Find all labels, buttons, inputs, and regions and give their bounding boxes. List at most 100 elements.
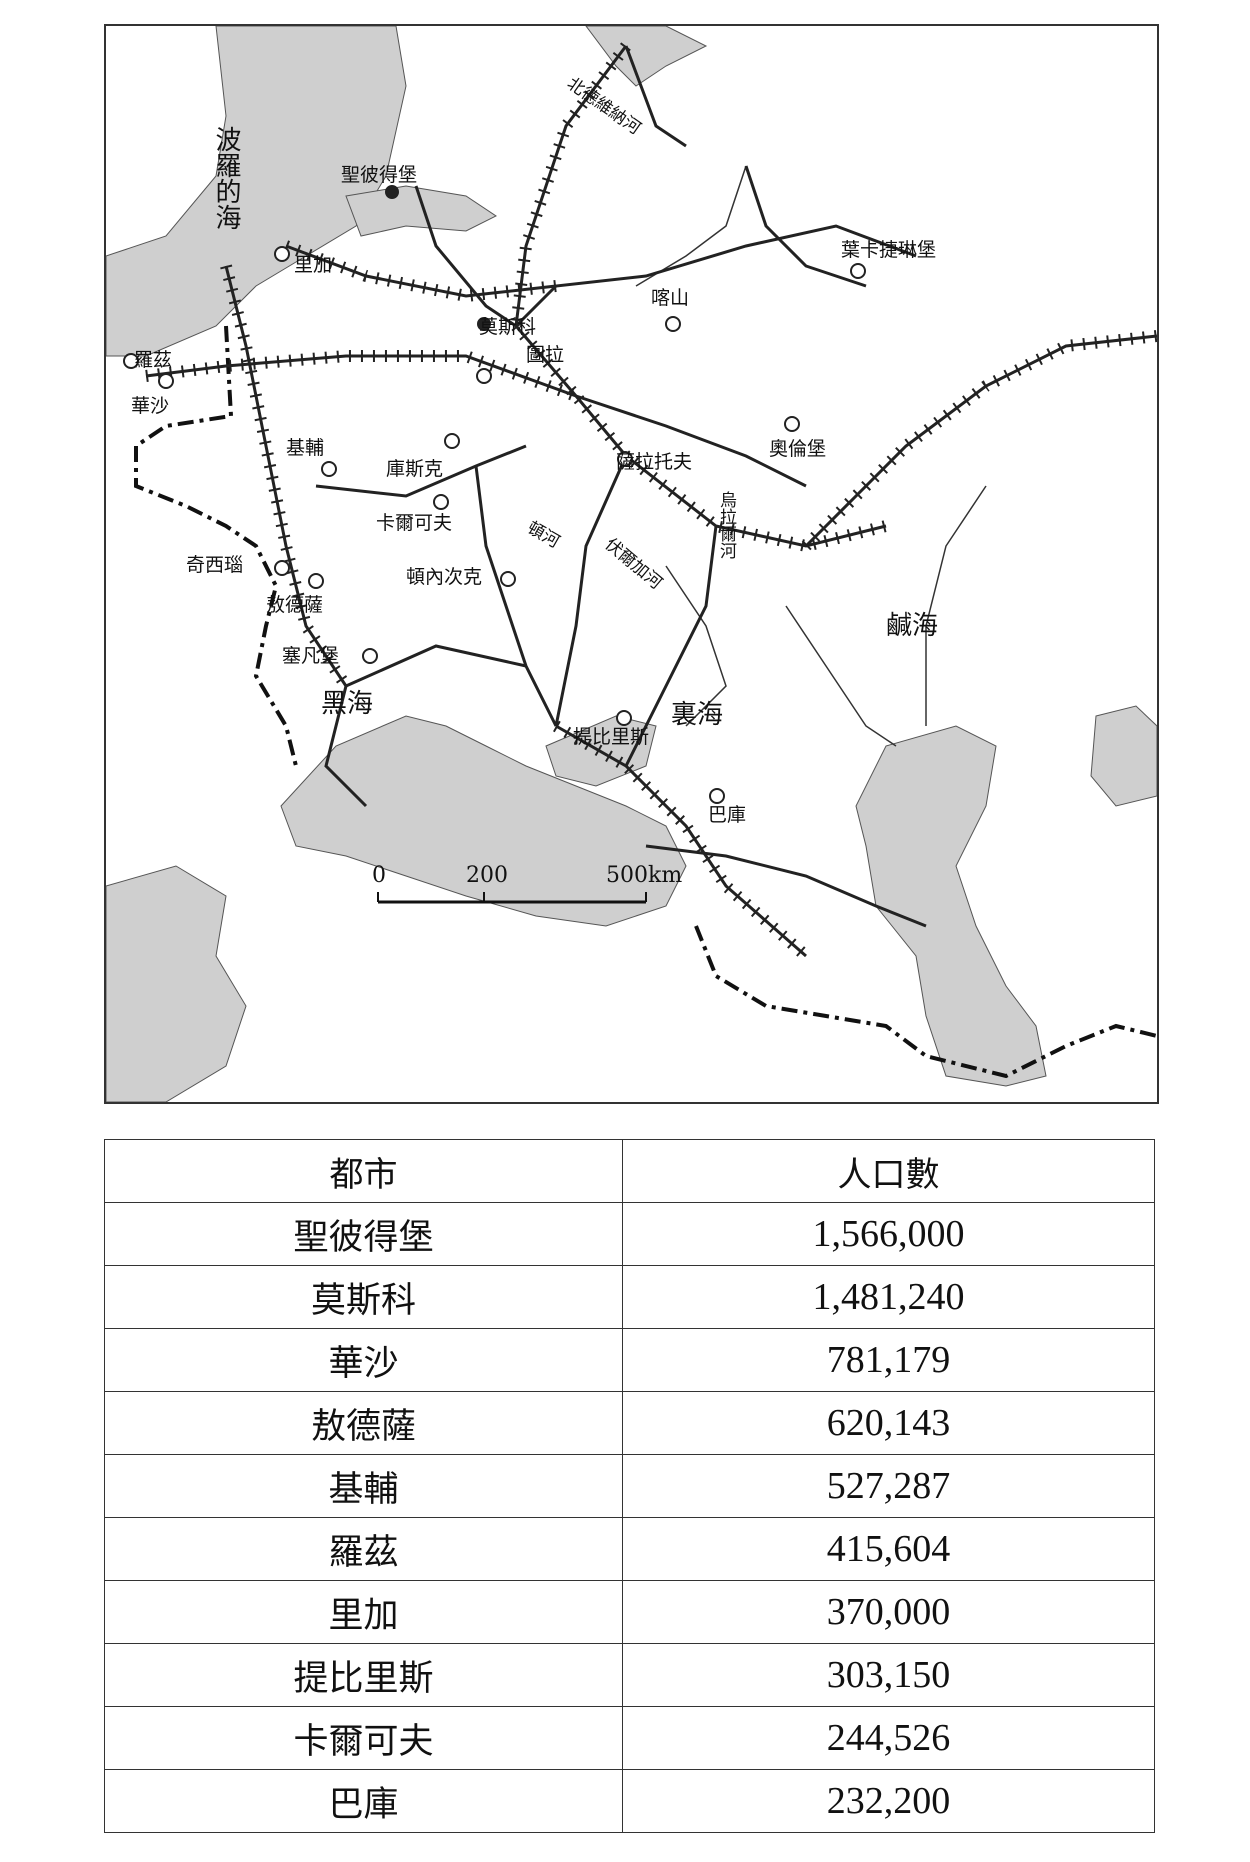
city-cell: 華沙 [104, 1328, 623, 1392]
table-row: 里加 370,000 [104, 1580, 1155, 1644]
label-baku: 巴庫 [708, 804, 746, 826]
label-kiev: 基輔 [286, 437, 324, 459]
label-donetsk: 頓內次克 [406, 566, 482, 588]
label-orenburg: 奧倫堡 [769, 438, 826, 460]
city-cell: 基輔 [104, 1454, 623, 1518]
baltic-sea-shape [106, 26, 407, 357]
marker-saratov [617, 451, 633, 467]
table-row: 基輔 527,287 [104, 1454, 1155, 1518]
header-city: 都市 [104, 1139, 623, 1203]
city-cell: 聖彼得堡 [104, 1202, 623, 1266]
map-canvas: 波羅的海 黑海 裏海 鹹海 北德維納河 頓河 伏爾加河 烏拉爾河 聖彼得堡 里加… [106, 26, 1157, 1102]
label-tbilisi: 提比里斯 [573, 726, 649, 748]
population-cell: 527,287 [622, 1454, 1155, 1518]
table-row: 卡爾可夫 244,526 [104, 1706, 1155, 1770]
marker-tula [476, 368, 492, 384]
marker-kiev [321, 461, 337, 477]
city-cell: 羅茲 [104, 1517, 623, 1581]
label-riga: 里加 [294, 254, 332, 276]
population-cell: 781,179 [622, 1328, 1155, 1392]
table-row: 敖德薩 620,143 [104, 1391, 1155, 1455]
label-black-sea: 黑海 [321, 689, 373, 719]
population-cell: 303,150 [622, 1643, 1155, 1707]
label-saratov: 薩拉托夫 [616, 451, 692, 473]
north-dvina-river [635, 165, 747, 287]
aral-sea-shape [1090, 705, 1157, 807]
ural-river [925, 485, 987, 726]
table-header-row: 都市 人口數 [104, 1139, 1155, 1203]
scale-bar: 0 200 500km [372, 863, 682, 904]
label-st-petersburg: 聖彼得堡 [341, 164, 417, 186]
don-river [665, 565, 727, 727]
population-cell: 415,604 [622, 1517, 1155, 1581]
marker-tbilisi [616, 710, 632, 726]
label-kursk: 庫斯克 [386, 458, 443, 480]
label-aral-sea: 鹹海 [886, 611, 938, 641]
table-row: 提比里斯 303,150 [104, 1643, 1155, 1707]
table-row: 聖彼得堡 1,566,000 [104, 1202, 1155, 1266]
city-cell: 巴庫 [104, 1769, 623, 1833]
scale-label-zero: 0 [372, 863, 386, 888]
table-row: 華沙 781,179 [104, 1328, 1155, 1392]
city-markers [123, 185, 866, 804]
railway-map: 波羅的海 黑海 裏海 鹹海 北德維納河 頓河 伏爾加河 烏拉爾河 聖彼得堡 里加… [104, 24, 1159, 1104]
label-caspian-sea: 裏海 [671, 700, 723, 730]
city-cell: 卡爾可夫 [104, 1706, 623, 1770]
southern-border [694, 925, 1157, 1079]
label-kazan: 喀山 [651, 287, 689, 309]
label-odessa: 敖德薩 [266, 594, 323, 616]
marker-kursk [444, 433, 460, 449]
marker-lodz [123, 353, 139, 369]
population-cell: 370,000 [622, 1580, 1155, 1644]
marker-st-petersburg [385, 185, 399, 199]
marker-odessa [308, 573, 324, 589]
railway-ticks [145, 42, 1157, 961]
label-tula: 圖拉 [526, 344, 564, 366]
black-sea-shape [280, 715, 687, 927]
label-moscow: 莫斯科 [479, 316, 536, 338]
label-volga-river: 伏爾加河 [601, 535, 666, 594]
marker-donetsk [500, 571, 516, 587]
marker-yekaterinburg [850, 263, 866, 279]
marker-warsaw [158, 373, 174, 389]
table-row: 巴庫 232,200 [104, 1769, 1155, 1833]
city-cell: 莫斯科 [104, 1265, 623, 1329]
population-cell: 232,200 [622, 1769, 1155, 1833]
western-border [134, 325, 298, 767]
marker-riga [274, 246, 290, 262]
population-cell: 1,566,000 [622, 1202, 1155, 1266]
header-population: 人口數 [622, 1139, 1155, 1203]
table-row: 羅茲 415,604 [104, 1517, 1155, 1581]
caspian-sea-shape [855, 725, 1047, 1087]
label-yekaterinburg: 葉卡捷琳堡 [841, 239, 936, 261]
marker-moscow [477, 317, 491, 331]
label-chisinau: 奇西瑙 [186, 554, 243, 576]
label-kharkov: 卡爾可夫 [376, 512, 452, 534]
marker-chisinau [274, 560, 290, 576]
marker-baku [709, 788, 725, 804]
label-ural-river: 烏拉爾河 [716, 491, 737, 559]
city-cell: 敖德薩 [104, 1391, 623, 1455]
marker-sevastopol [362, 648, 378, 664]
marker-orenburg [784, 416, 800, 432]
city-cell: 提比里斯 [104, 1643, 623, 1707]
label-north-dvina-river: 北德維納河 [563, 74, 644, 139]
population-cell: 1,481,240 [622, 1265, 1155, 1329]
white-sea-shape [585, 26, 708, 87]
population-cell: 620,143 [622, 1391, 1155, 1455]
marker-kharkov [433, 494, 449, 510]
label-lodz: 羅茲 [134, 349, 172, 371]
label-don-river: 頓河 [524, 518, 563, 552]
marker-kazan [665, 316, 681, 332]
scale-label-200: 200 [466, 863, 508, 888]
mediterranean-shape [106, 865, 247, 1102]
scale-label-500km: 500km [606, 863, 682, 888]
gulf-of-finland-shape [345, 185, 497, 237]
label-sevastopol: 塞凡堡 [282, 645, 339, 667]
label-baltic-sea: 波羅的海 [211, 126, 241, 230]
population-cell: 244,526 [622, 1706, 1155, 1770]
population-table: 都市 人口數 聖彼得堡 1,566,000 莫斯科 1,481,240 華沙 781,… [104, 1139, 1155, 1833]
volga-river [785, 605, 897, 747]
table-row: 莫斯科 1,481,240 [104, 1265, 1155, 1329]
label-warsaw: 華沙 [131, 395, 169, 417]
